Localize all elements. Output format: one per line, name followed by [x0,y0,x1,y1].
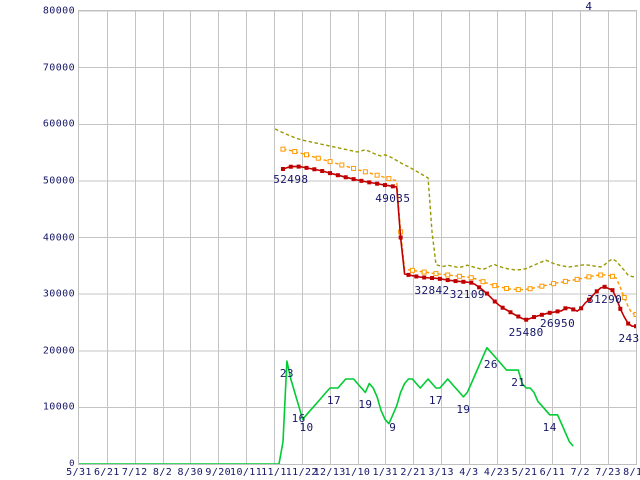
data-point-label: 31290 [587,292,623,306]
data-point-label: 21 [511,376,526,390]
data-point-label: 49035 [375,192,411,206]
x-tick-label: 5/21 [511,467,538,478]
data-point-label: 23 [279,367,294,381]
y-tick-label: 10000 [42,401,75,413]
y-tick-label: 50000 [42,175,75,187]
data-point-label: 19 [456,402,471,416]
x-tick-label: 2/21 [400,467,427,478]
x-tick-label: 7/2 [570,467,590,478]
x-tick-label: 11/22 [285,467,318,478]
x-tick-label: 5/31 [66,467,92,478]
x-tick-label: 7/12 [121,467,148,478]
x-tick-label: 4/23 [483,467,510,478]
y-tick-label: 40000 [42,232,75,243]
y-tick-label: 80000 [42,5,75,17]
chart-svg [79,11,636,464]
data-point-label: 24330 [618,332,640,346]
data-point-label: 26950 [539,317,576,331]
data-point-label: 19 [358,398,373,412]
x-tick-label: 1/10 [344,467,371,478]
data-point-label: 17 [326,393,341,407]
plot-area [78,10,637,465]
data-point-label: 25480 [508,325,544,339]
data-point-label: 32842 [414,284,450,298]
x-tick-label: 1/31 [372,467,399,478]
x-tick-label: 7/23 [595,467,621,478]
x-tick-label: 11/1 [261,467,287,478]
x-tick-label: 6/11 [539,467,566,478]
data-point-label: 32109 [449,288,485,302]
x-tick-label: 8/11 [623,467,640,478]
y-tick-label: 0 [69,459,75,469]
x-tick-label: 9/20 [205,467,232,478]
y-tick-label: 60000 [42,118,75,130]
data-point-label: 9 [389,420,397,434]
y-axis-ticks: 0 10000 20000 30000 40000 50000 60000 70000 8000… [0,0,78,480]
x-tick-label: 4/3 [459,467,479,478]
y-tick-label: 70000 [42,62,75,74]
y-tick-label: 30000 [42,288,75,300]
data-point-label: 26 [483,358,498,372]
data-point-label: 52498 [273,172,309,186]
x-tick-label: 6/21 [94,467,120,478]
data-point-label: 10 [299,420,314,434]
data-point-label: 16 [291,411,306,425]
x-tick-label: 3/13 [428,467,454,478]
x-tick-label: 8/30 [177,467,204,478]
x-tick-label: 10/11 [230,467,263,478]
x-tick-label: 12/13 [313,467,346,478]
data-point-label: 4 [585,0,593,13]
data-point-label: 17 [428,393,443,407]
data-point-label: 14 [542,420,557,434]
x-tick-label: 8/2 [152,467,173,478]
y-tick-label: 20000 [42,345,75,357]
